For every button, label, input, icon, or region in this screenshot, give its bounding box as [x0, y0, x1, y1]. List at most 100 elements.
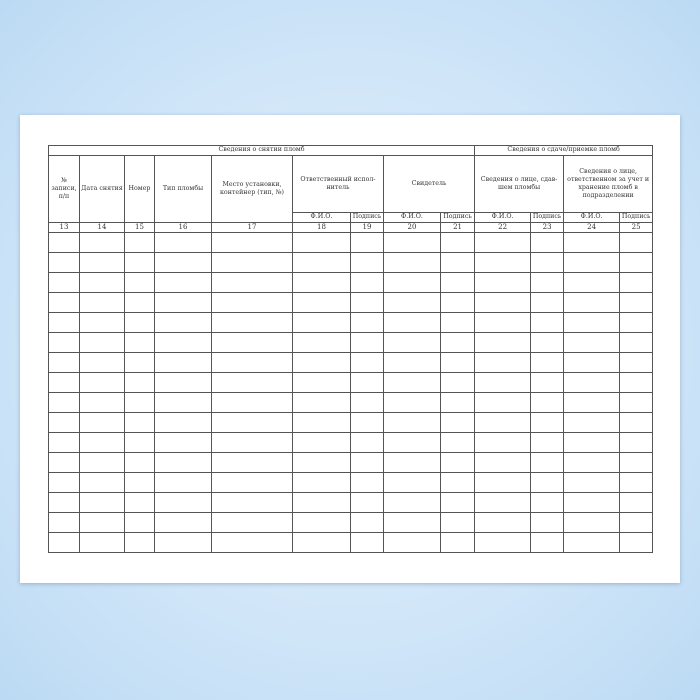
- empty-cell: [48, 272, 80, 294]
- empty-cell: [383, 332, 441, 354]
- empty-cell: [530, 332, 565, 354]
- table-row: [48, 452, 654, 474]
- empty-cell: [383, 512, 441, 534]
- empty-cell: [48, 232, 80, 254]
- empty-cell: [48, 432, 80, 454]
- empty-cell: [79, 472, 125, 494]
- empty-cell: [563, 512, 621, 534]
- empty-cell: [439, 312, 476, 334]
- empty-cell: [124, 352, 155, 374]
- empty-cell: [292, 432, 351, 454]
- empty-cell: [350, 272, 384, 294]
- empty-cell: [619, 352, 654, 374]
- table-row: [48, 352, 654, 374]
- empty-cell: [383, 392, 441, 414]
- empty-cell: [211, 512, 293, 534]
- column-number: 20: [383, 221, 441, 234]
- column-number: 16: [154, 221, 212, 234]
- empty-cell: [530, 472, 565, 494]
- empty-cell: [563, 392, 621, 414]
- table-row: [48, 292, 654, 314]
- empty-cell: [474, 332, 532, 354]
- empty-cell: [350, 332, 384, 354]
- sub-fio: Ф.И.О.: [383, 212, 441, 223]
- empty-cell: [79, 292, 125, 314]
- empty-cell: [79, 312, 125, 334]
- empty-cell: [439, 392, 476, 414]
- sub-sign: Подпись: [439, 212, 476, 223]
- empty-cell: [124, 392, 155, 414]
- empty-cell: [292, 232, 351, 254]
- empty-cell: [474, 472, 532, 494]
- group-removal: Сведения о снятии пломб: [47, 145, 476, 156]
- column-number: 21: [439, 221, 476, 234]
- empty-cell: [350, 372, 384, 394]
- empty-cell: [124, 412, 155, 434]
- empty-cell: [383, 252, 441, 274]
- empty-cell: [154, 512, 212, 534]
- sub-sign: Подпись: [350, 212, 384, 223]
- empty-cell: [563, 472, 621, 494]
- empty-cell: [383, 452, 441, 474]
- empty-cell: [350, 312, 384, 334]
- empty-cell: [439, 292, 476, 314]
- sub-sign: Подпись: [619, 212, 654, 223]
- empty-cell: [530, 292, 565, 314]
- empty-cell: [563, 312, 621, 334]
- empty-cell: [124, 372, 155, 394]
- empty-cell: [474, 452, 532, 474]
- empty-cell: [474, 352, 532, 374]
- table-row: [48, 272, 654, 294]
- empty-cell: [350, 412, 384, 434]
- empty-cell: [350, 452, 384, 474]
- empty-cell: [79, 512, 125, 534]
- empty-cell: [350, 492, 384, 514]
- empty-cell: [211, 312, 293, 334]
- empty-cell: [474, 312, 532, 334]
- sub-fio: Ф.И.О.: [474, 212, 532, 223]
- empty-cell: [154, 492, 212, 514]
- empty-cell: [474, 432, 532, 454]
- empty-cell: [154, 432, 212, 454]
- empty-cell: [563, 292, 621, 314]
- empty-cell: [292, 412, 351, 434]
- empty-cell: [124, 252, 155, 274]
- sub-sign: Подпись: [530, 212, 565, 223]
- empty-cell: [79, 332, 125, 354]
- empty-cell: [48, 312, 80, 334]
- empty-cell: [619, 532, 654, 554]
- empty-cell: [292, 392, 351, 414]
- empty-cell: [211, 532, 293, 554]
- table-row: [48, 392, 654, 414]
- table-row: [48, 532, 654, 554]
- column-number: 18: [292, 221, 351, 234]
- empty-cell: [211, 252, 293, 274]
- sub-fio: Ф.И.О.: [292, 212, 351, 223]
- empty-cell: [48, 472, 80, 494]
- empty-cell: [124, 452, 155, 474]
- header-record-no: № записи, п/п: [48, 155, 80, 223]
- empty-cell: [211, 272, 293, 294]
- empty-cell: [439, 352, 476, 374]
- empty-cell: [474, 232, 532, 254]
- empty-cell: [530, 352, 565, 374]
- empty-cell: [619, 472, 654, 494]
- table-row: [48, 492, 654, 514]
- empty-cell: [474, 272, 532, 294]
- empty-cell: [48, 512, 80, 534]
- empty-cell: [211, 292, 293, 314]
- empty-cell: [211, 332, 293, 354]
- empty-cell: [154, 232, 212, 254]
- empty-cell: [211, 412, 293, 434]
- empty-cell: [530, 452, 565, 474]
- empty-cell: [350, 512, 384, 534]
- column-number: 14: [79, 221, 125, 234]
- empty-cell: [79, 232, 125, 254]
- empty-cell: [292, 532, 351, 554]
- empty-cell: [292, 272, 351, 294]
- empty-cell: [530, 532, 565, 554]
- empty-cell: [211, 392, 293, 414]
- table-row: [48, 372, 654, 394]
- empty-cell: [439, 412, 476, 434]
- empty-cell: [350, 532, 384, 554]
